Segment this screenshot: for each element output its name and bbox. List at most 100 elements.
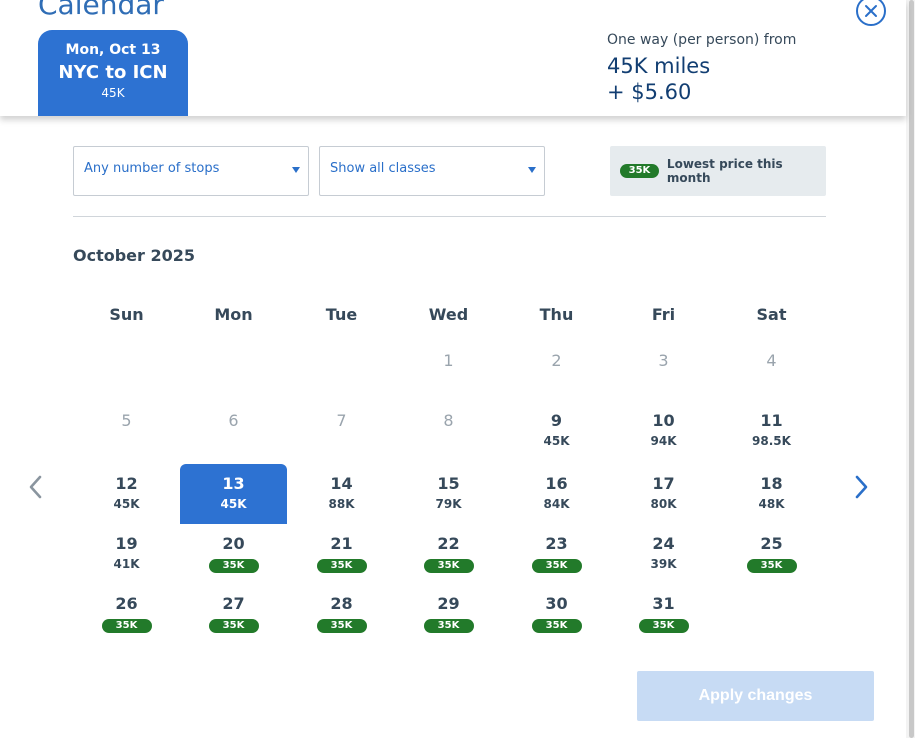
day-number: 1 [443,351,454,370]
lowest-price-badge: 35K [208,559,259,573]
calendar-day[interactable]: 11 98.5K [718,401,825,461]
day-price-wrap: 35K [288,616,395,633]
legend-text: Lowest price this month [666,157,783,185]
scrollbar-thumb[interactable] [909,0,914,738]
calendar-day[interactable]: 14 88K [288,464,395,524]
day-price [288,433,395,449]
day-price-wrap: 35K [503,556,610,573]
fare-summary: One way (per person) from 45K miles + $5… [607,32,796,104]
calendar-day[interactable]: 10 94K [610,401,717,461]
calendar-day[interactable]: 19 41K [73,524,180,584]
chevron-right-icon [855,475,868,499]
calendar-day[interactable]: 15 79K [395,464,502,524]
day-number: 3 [658,351,669,370]
day-price: 41K [113,557,140,571]
calendar-day[interactable]: 20 35K [180,524,287,584]
weekday-mon: Mon [214,305,253,324]
day-number: 15 [437,474,460,493]
calendar-day[interactable]: 12 45K [73,464,180,524]
calendar-day[interactable]: 23 35K [503,524,610,584]
calendar-day: 4 [718,341,825,401]
day-price: 88K [328,497,355,511]
classes-select[interactable]: Show all classes [319,146,545,196]
calendar-day[interactable]: 24 39K [610,524,717,584]
calendar-day[interactable]: 13 45K [180,464,287,524]
classes-select-value: Show all classes [330,161,436,176]
lowest-price-badge: 35K [316,619,367,633]
calendar-day: 2 [503,341,610,401]
day-number: 22 [437,534,460,553]
day-price-wrap: 35K [73,616,180,633]
calendar-day[interactable]: 17 80K [610,464,717,524]
calendar-day[interactable]: 22 35K [395,524,502,584]
day-price-wrap: 35K [180,556,287,573]
calendar-day[interactable]: 18 48K [718,464,825,524]
day-number: 7 [336,411,347,430]
day-number: 26 [115,594,138,613]
day-number: 5 [121,411,132,430]
legend-badge: 35K [620,164,659,178]
day-price: 98.5K [752,434,791,448]
day-number: 17 [652,474,675,493]
weekday-sat: Sat [756,305,787,324]
day-price: 45K [220,497,247,511]
prev-month-button[interactable] [20,472,50,502]
fare-label: One way (per person) from [607,32,797,48]
calendar-day[interactable]: 16 84K [503,464,610,524]
tab-route: NYC to ICN [58,62,168,83]
day-price: 84K [543,497,570,511]
lowest-price-badge: 35K [316,559,367,573]
day-price [180,433,287,449]
chevron-left-icon [29,475,42,499]
calendar-day[interactable]: 27 35K [180,584,287,644]
day-number: 10 [652,411,675,430]
calendar-day: 1 [395,341,502,401]
day-price-wrap: 35K [503,616,610,633]
weekday-wed: Wed [428,305,469,324]
calendar-day[interactable]: 25 35K [718,524,825,584]
day-price [610,373,717,389]
day-number: 23 [545,534,568,553]
calendar-day: 5 [73,401,180,461]
day-number: 20 [222,534,245,553]
next-month-button[interactable] [847,472,877,502]
lowest-price-badge: 35K [746,559,797,573]
day-number: 9 [550,411,563,430]
scrollbar-track[interactable] [906,0,915,738]
caret-down-icon [292,167,300,173]
lowest-price-badge: 35K [208,619,259,633]
calendar-day[interactable]: 28 35K [288,584,395,644]
day-price [73,433,180,449]
day-number: 18 [760,474,783,493]
calendar-day[interactable]: 31 35K [610,584,717,644]
calendar-day[interactable]: 29 35K [395,584,502,644]
weekday-tue: Tue [325,305,358,324]
close-button[interactable] [856,0,886,26]
calendar-day[interactable]: 30 35K [503,584,610,644]
tab-price: 45K [101,86,125,100]
apply-changes-button[interactable]: Apply changes [637,671,874,721]
day-number: 2 [551,351,562,370]
lowest-price-badge: 35K [101,619,152,633]
calendar-day[interactable]: 26 35K [73,584,180,644]
weekday-thu: Thu [539,305,574,324]
day-price: 79K [435,497,462,511]
calendar-day: 7 [288,401,395,461]
day-price-wrap: 35K [610,616,717,633]
stops-select[interactable]: Any number of stops [73,146,309,196]
day-number: 21 [330,534,353,553]
day-price-wrap: 35K [395,616,502,633]
day-price-wrap: 35K [180,616,287,633]
day-price [395,433,502,449]
day-number: 4 [766,351,777,370]
day-price: 48K [758,497,785,511]
selected-date-tab[interactable]: Mon, Oct 13 NYC to ICN 45K [38,30,188,116]
calendar-day[interactable]: 21 35K [288,524,395,584]
calendar-day[interactable]: 9 45K [503,401,610,461]
lowest-price-badge: 35K [423,619,474,633]
day-number: 29 [437,594,460,613]
calendar-day: 6 [180,401,287,461]
day-number: 11 [760,411,783,430]
stops-select-value: Any number of stops [84,161,220,176]
